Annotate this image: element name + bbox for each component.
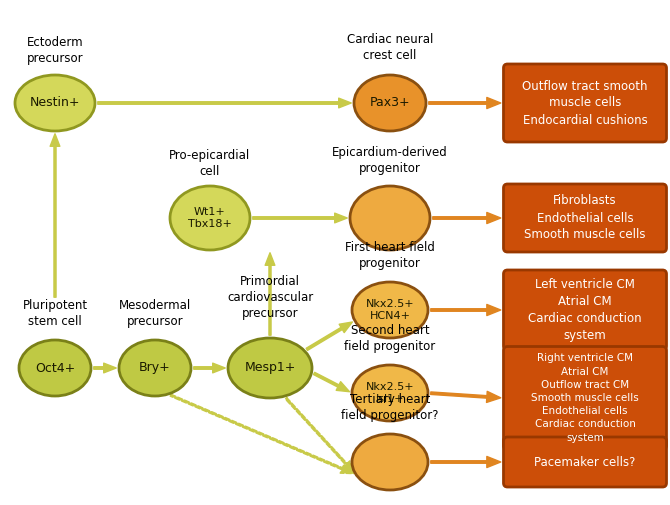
- Text: Nestin+: Nestin+: [29, 96, 80, 110]
- Text: Mesodermal
precursor: Mesodermal precursor: [119, 299, 191, 328]
- FancyArrowPatch shape: [94, 363, 116, 373]
- Text: Wt1+
Tbx18+: Wt1+ Tbx18+: [188, 207, 232, 229]
- FancyArrowPatch shape: [431, 305, 500, 316]
- Ellipse shape: [352, 365, 428, 421]
- Text: Cardiac neural
crest cell: Cardiac neural crest cell: [347, 33, 433, 62]
- FancyArrowPatch shape: [253, 213, 347, 223]
- FancyArrowPatch shape: [170, 394, 354, 474]
- Text: Bry+: Bry+: [139, 362, 171, 375]
- Ellipse shape: [354, 75, 426, 131]
- FancyArrowPatch shape: [98, 98, 351, 108]
- Text: Pro-epicardial
cell: Pro-epicardial cell: [170, 149, 251, 178]
- Text: Epicardium-derived
progenitor: Epicardium-derived progenitor: [332, 146, 448, 175]
- Text: Second heart
field progenitor: Second heart field progenitor: [344, 324, 436, 353]
- FancyArrowPatch shape: [265, 253, 275, 335]
- Text: Right ventricle CM
Atrial CM
Outflow tract CM
Smooth muscle cells
Endothelial ce: Right ventricle CM Atrial CM Outflow tra…: [531, 354, 639, 442]
- FancyBboxPatch shape: [503, 64, 667, 142]
- FancyArrowPatch shape: [194, 363, 225, 373]
- Text: Primordial
cardiovascular
precursor: Primordial cardiovascular precursor: [227, 275, 313, 320]
- Ellipse shape: [228, 338, 312, 398]
- Text: Oct4+: Oct4+: [35, 362, 75, 375]
- FancyArrowPatch shape: [50, 134, 60, 297]
- Ellipse shape: [352, 282, 428, 338]
- FancyArrowPatch shape: [429, 97, 500, 109]
- FancyBboxPatch shape: [503, 346, 667, 449]
- FancyBboxPatch shape: [503, 270, 667, 350]
- Text: Pax3+: Pax3+: [370, 96, 410, 110]
- Text: Nkx2.5+
Isl1+: Nkx2.5+ Isl1+: [366, 382, 414, 404]
- Text: Nkx2.5+
HCN4+: Nkx2.5+ HCN4+: [366, 299, 414, 321]
- FancyArrowPatch shape: [431, 457, 500, 468]
- Ellipse shape: [352, 434, 428, 490]
- FancyArrowPatch shape: [306, 322, 352, 350]
- Ellipse shape: [119, 340, 191, 396]
- Ellipse shape: [15, 75, 95, 131]
- FancyBboxPatch shape: [503, 437, 667, 487]
- FancyArrowPatch shape: [431, 391, 500, 402]
- Text: Pacemaker cells?: Pacemaker cells?: [534, 456, 636, 469]
- FancyArrowPatch shape: [285, 397, 354, 473]
- Text: Outflow tract smooth
muscle cells
Endocardial cushions: Outflow tract smooth muscle cells Endoca…: [522, 79, 648, 126]
- FancyArrowPatch shape: [433, 213, 500, 224]
- Ellipse shape: [170, 186, 250, 250]
- Text: Tertiary heart
field progenitor?: Tertiary heart field progenitor?: [341, 393, 439, 422]
- FancyBboxPatch shape: [503, 184, 667, 252]
- Text: Pluripotent
stem cell: Pluripotent stem cell: [22, 299, 88, 328]
- FancyArrowPatch shape: [314, 372, 350, 392]
- Text: Mesp1+: Mesp1+: [245, 362, 295, 375]
- Text: Fibroblasts
Endothelial cells
Smooth muscle cells: Fibroblasts Endothelial cells Smooth mus…: [524, 194, 646, 241]
- Ellipse shape: [350, 186, 430, 250]
- Text: Left ventricle CM
Atrial CM
Cardiac conduction
system: Left ventricle CM Atrial CM Cardiac cond…: [528, 278, 642, 342]
- Text: Ectoderm
precursor: Ectoderm precursor: [27, 36, 83, 65]
- Ellipse shape: [19, 340, 91, 396]
- Text: First heart field
progenitor: First heart field progenitor: [345, 241, 435, 270]
